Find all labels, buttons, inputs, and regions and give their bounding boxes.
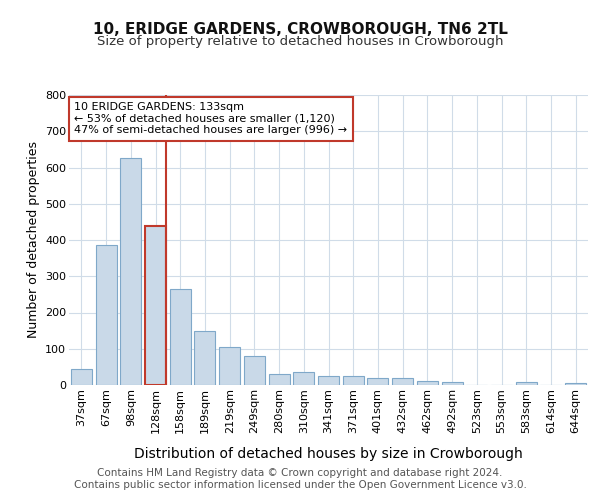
Text: 10 ERIDGE GARDENS: 133sqm
← 53% of detached houses are smaller (1,120)
47% of se: 10 ERIDGE GARDENS: 133sqm ← 53% of detac… xyxy=(74,102,347,136)
Bar xyxy=(244,356,265,385)
Bar xyxy=(95,246,116,385)
Bar xyxy=(269,374,290,385)
Bar xyxy=(392,378,413,385)
Bar xyxy=(318,376,339,385)
Bar xyxy=(343,376,364,385)
X-axis label: Distribution of detached houses by size in Crowborough: Distribution of detached houses by size … xyxy=(134,447,523,461)
Bar xyxy=(516,382,537,385)
Bar xyxy=(219,347,240,385)
Bar xyxy=(170,289,191,385)
Bar xyxy=(293,372,314,385)
Bar xyxy=(442,382,463,385)
Bar xyxy=(194,330,215,385)
Text: Size of property relative to detached houses in Crowborough: Size of property relative to detached ho… xyxy=(97,35,503,48)
Bar xyxy=(417,382,438,385)
Bar xyxy=(367,378,388,385)
Bar xyxy=(120,158,141,385)
Y-axis label: Number of detached properties: Number of detached properties xyxy=(26,142,40,338)
Bar xyxy=(71,368,92,385)
Text: Contains HM Land Registry data © Crown copyright and database right 2024.
Contai: Contains HM Land Registry data © Crown c… xyxy=(74,468,526,490)
Text: 10, ERIDGE GARDENS, CROWBOROUGH, TN6 2TL: 10, ERIDGE GARDENS, CROWBOROUGH, TN6 2TL xyxy=(92,22,508,38)
Bar xyxy=(565,383,586,385)
Bar xyxy=(145,226,166,385)
